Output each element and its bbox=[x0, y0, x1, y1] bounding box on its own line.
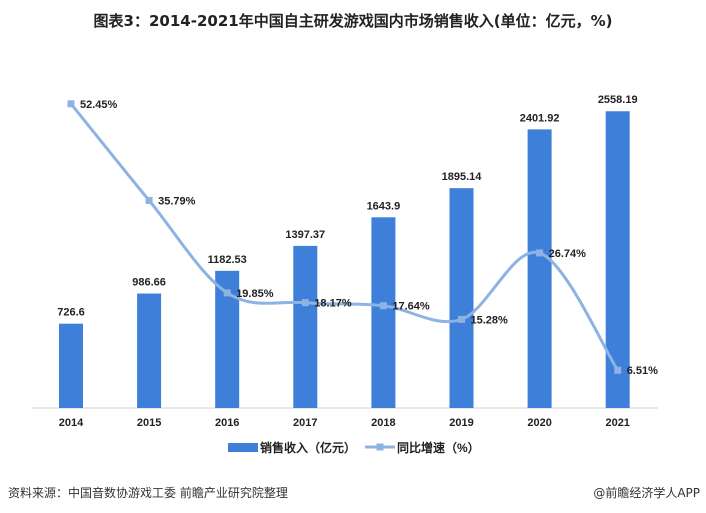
growth-point-2017 bbox=[301, 299, 309, 307]
bar-2021 bbox=[605, 111, 630, 408]
chart-title: 图表3：2014-2021年中国自主研发游戏国内市场销售收入(单位：亿元，%) bbox=[93, 12, 613, 30]
x-tick-2019: 2019 bbox=[449, 417, 473, 429]
x-tick-2016: 2016 bbox=[215, 417, 239, 429]
source-note: 资料来源：中国音数协游戏工委 前瞻产业研究院整理 bbox=[8, 486, 288, 500]
legend-line-marker bbox=[376, 443, 384, 451]
growth-point-2016 bbox=[223, 289, 231, 297]
bar-label-2015: 986.66 bbox=[132, 277, 166, 289]
growth-point-2014 bbox=[67, 100, 75, 108]
chart-svg: 726.6 2014 986.66 2015 1182.53 2016 1397.37 201… bbox=[32, 94, 658, 455]
x-tick-2017: 2017 bbox=[293, 417, 317, 429]
bar-label-2017: 1397.37 bbox=[285, 229, 325, 241]
growth-label-2018: 17.64% bbox=[392, 301, 430, 313]
bar-2018 bbox=[371, 217, 396, 408]
credit-note: @前瞻经济学人APP bbox=[593, 486, 700, 500]
bar-2017 bbox=[293, 245, 318, 408]
bar-2015 bbox=[137, 293, 162, 408]
bar-2019 bbox=[449, 188, 474, 408]
legend-bar-swatch bbox=[228, 443, 258, 452]
legend-bar-label: 销售收入（亿元） bbox=[260, 440, 356, 455]
x-tick-2020: 2020 bbox=[527, 417, 551, 429]
x-tick-2015: 2015 bbox=[137, 417, 161, 429]
bar-label-2020: 2401.92 bbox=[520, 112, 560, 124]
growth-label-2019: 15.28% bbox=[471, 314, 509, 326]
growth-point-2015 bbox=[145, 196, 153, 204]
x-tick-2018: 2018 bbox=[371, 417, 395, 429]
legend-line-label: 同比增速（%） bbox=[397, 440, 480, 455]
bar-label-2019: 1895.14 bbox=[442, 171, 483, 183]
growth-label-2014: 52.45% bbox=[80, 99, 118, 111]
x-tick-2021: 2021 bbox=[605, 417, 629, 429]
growth-point-2018 bbox=[379, 302, 387, 310]
bar-label-2016: 1182.53 bbox=[208, 254, 247, 266]
bar-label-2018: 1643.9 bbox=[367, 200, 401, 212]
bar-label-2021: 2558.19 bbox=[598, 94, 638, 106]
growth-label-2021: 6.51% bbox=[627, 365, 658, 377]
growth-point-2020 bbox=[536, 249, 544, 257]
bar-label-2014: 726.6 bbox=[57, 307, 85, 319]
bar-2014 bbox=[59, 323, 83, 408]
bar-2020 bbox=[527, 129, 552, 409]
growth-label-2015: 35.79% bbox=[158, 195, 196, 207]
growth-label-2020: 26.74% bbox=[549, 248, 587, 260]
growth-label-2017: 18.17% bbox=[314, 298, 352, 310]
growth-point-2019 bbox=[458, 315, 465, 323]
growth-point-2021 bbox=[614, 366, 622, 374]
growth-label-2016: 19.85% bbox=[236, 288, 274, 300]
x-tick-2014: 2014 bbox=[59, 417, 84, 429]
